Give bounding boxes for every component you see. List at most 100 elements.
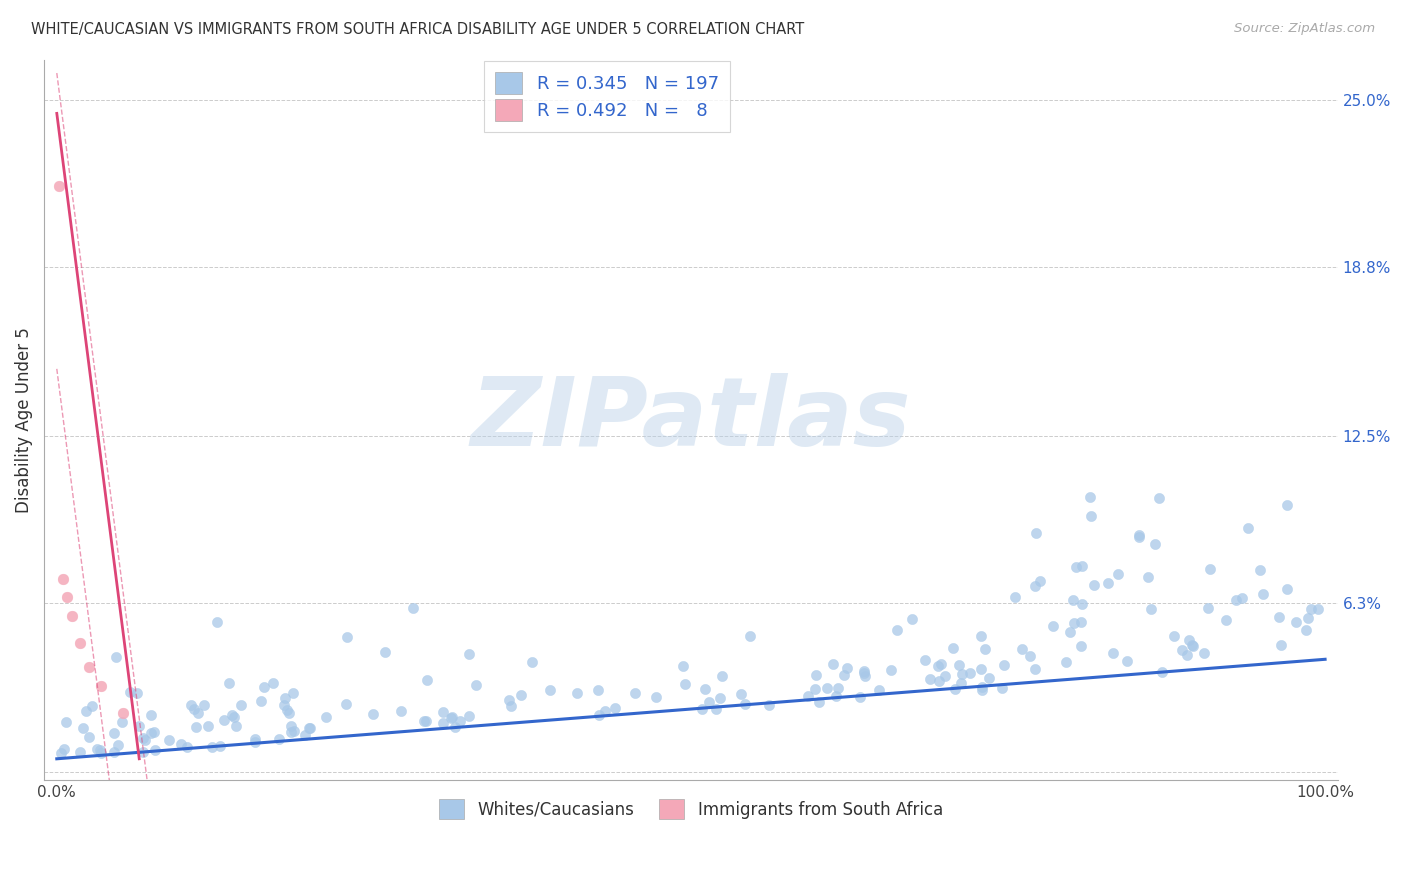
Point (510, 689, 533, 703)
Point (1062, 593, 1084, 607)
Point (1285, 615, 1308, 630)
Point (928, 673, 950, 688)
Point (197, 719, 219, 733)
Point (808, 695, 831, 709)
Point (815, 681, 838, 695)
Point (402, 601, 425, 615)
Point (1175, 648, 1198, 663)
Point (1230, 591, 1253, 605)
Point (1150, 665, 1173, 680)
Point (111, 714, 134, 729)
Point (1147, 491, 1170, 505)
Point (1144, 537, 1167, 551)
Point (644, 690, 666, 705)
Point (943, 682, 966, 697)
Point (465, 678, 488, 692)
Point (624, 686, 647, 700)
Point (942, 640, 965, 655)
Point (797, 689, 820, 703)
Point (139, 725, 162, 739)
Point (804, 668, 827, 682)
Point (970, 682, 993, 697)
Point (1042, 619, 1064, 633)
Point (1107, 566, 1129, 581)
Point (200, 739, 222, 754)
Point (209, 739, 232, 753)
Point (52, 572, 75, 586)
Point (993, 657, 1015, 672)
Point (336, 630, 359, 644)
Point (207, 615, 229, 629)
Point (449, 714, 471, 728)
Point (458, 647, 481, 661)
Point (283, 723, 305, 738)
Point (1275, 582, 1298, 596)
Point (52, 742, 75, 756)
Point (1011, 642, 1033, 657)
Point (77, 730, 100, 744)
Point (1018, 649, 1040, 664)
Point (825, 689, 848, 703)
Point (294, 728, 316, 742)
Point (593, 704, 616, 718)
Point (183, 702, 205, 716)
Point (1004, 590, 1026, 604)
Point (280, 719, 302, 733)
Point (1024, 579, 1046, 593)
Point (827, 681, 849, 695)
Point (1059, 625, 1081, 640)
Point (1249, 563, 1271, 577)
Point (212, 713, 235, 727)
Point (315, 710, 337, 724)
Point (948, 657, 970, 672)
Y-axis label: Disability Age Under 5: Disability Age Under 5 (15, 327, 32, 513)
Point (72, 721, 94, 735)
Point (837, 660, 859, 674)
Point (75, 704, 97, 718)
Point (920, 673, 942, 687)
Point (832, 667, 855, 681)
Point (974, 642, 997, 657)
Point (1197, 601, 1219, 615)
Point (269, 731, 291, 746)
Point (959, 665, 981, 680)
Point (55, 715, 77, 730)
Point (1097, 576, 1119, 591)
Point (441, 710, 464, 724)
Point (1251, 587, 1274, 601)
Point (243, 732, 266, 747)
Point (603, 701, 626, 715)
Text: Source: ZipAtlas.com: Source: ZipAtlas.com (1234, 22, 1375, 36)
Point (1080, 509, 1102, 524)
Point (730, 687, 752, 701)
Point (143, 742, 166, 756)
Point (225, 719, 247, 733)
Point (250, 694, 273, 708)
Point (1078, 490, 1101, 504)
Text: ZIPatlas: ZIPatlas (471, 374, 911, 467)
Point (273, 698, 295, 712)
Point (69, 636, 91, 650)
Point (804, 682, 827, 697)
Point (880, 664, 903, 678)
Point (1215, 613, 1237, 627)
Point (120, 685, 142, 699)
Point (278, 706, 301, 720)
Legend: Whites/Caucasians, Immigrants from South Africa: Whites/Caucasians, Immigrants from South… (433, 792, 949, 826)
Point (672, 658, 695, 673)
Point (90, 679, 112, 693)
Point (927, 658, 949, 673)
Point (374, 645, 396, 659)
Point (229, 698, 252, 712)
Point (1128, 530, 1150, 544)
Point (1063, 615, 1085, 630)
Point (1029, 574, 1052, 589)
Point (1237, 521, 1260, 535)
Point (169, 737, 191, 751)
Point (690, 702, 713, 716)
Point (1270, 638, 1292, 652)
Point (262, 676, 284, 690)
Point (1295, 623, 1317, 637)
Point (221, 707, 243, 722)
Point (1128, 528, 1150, 542)
